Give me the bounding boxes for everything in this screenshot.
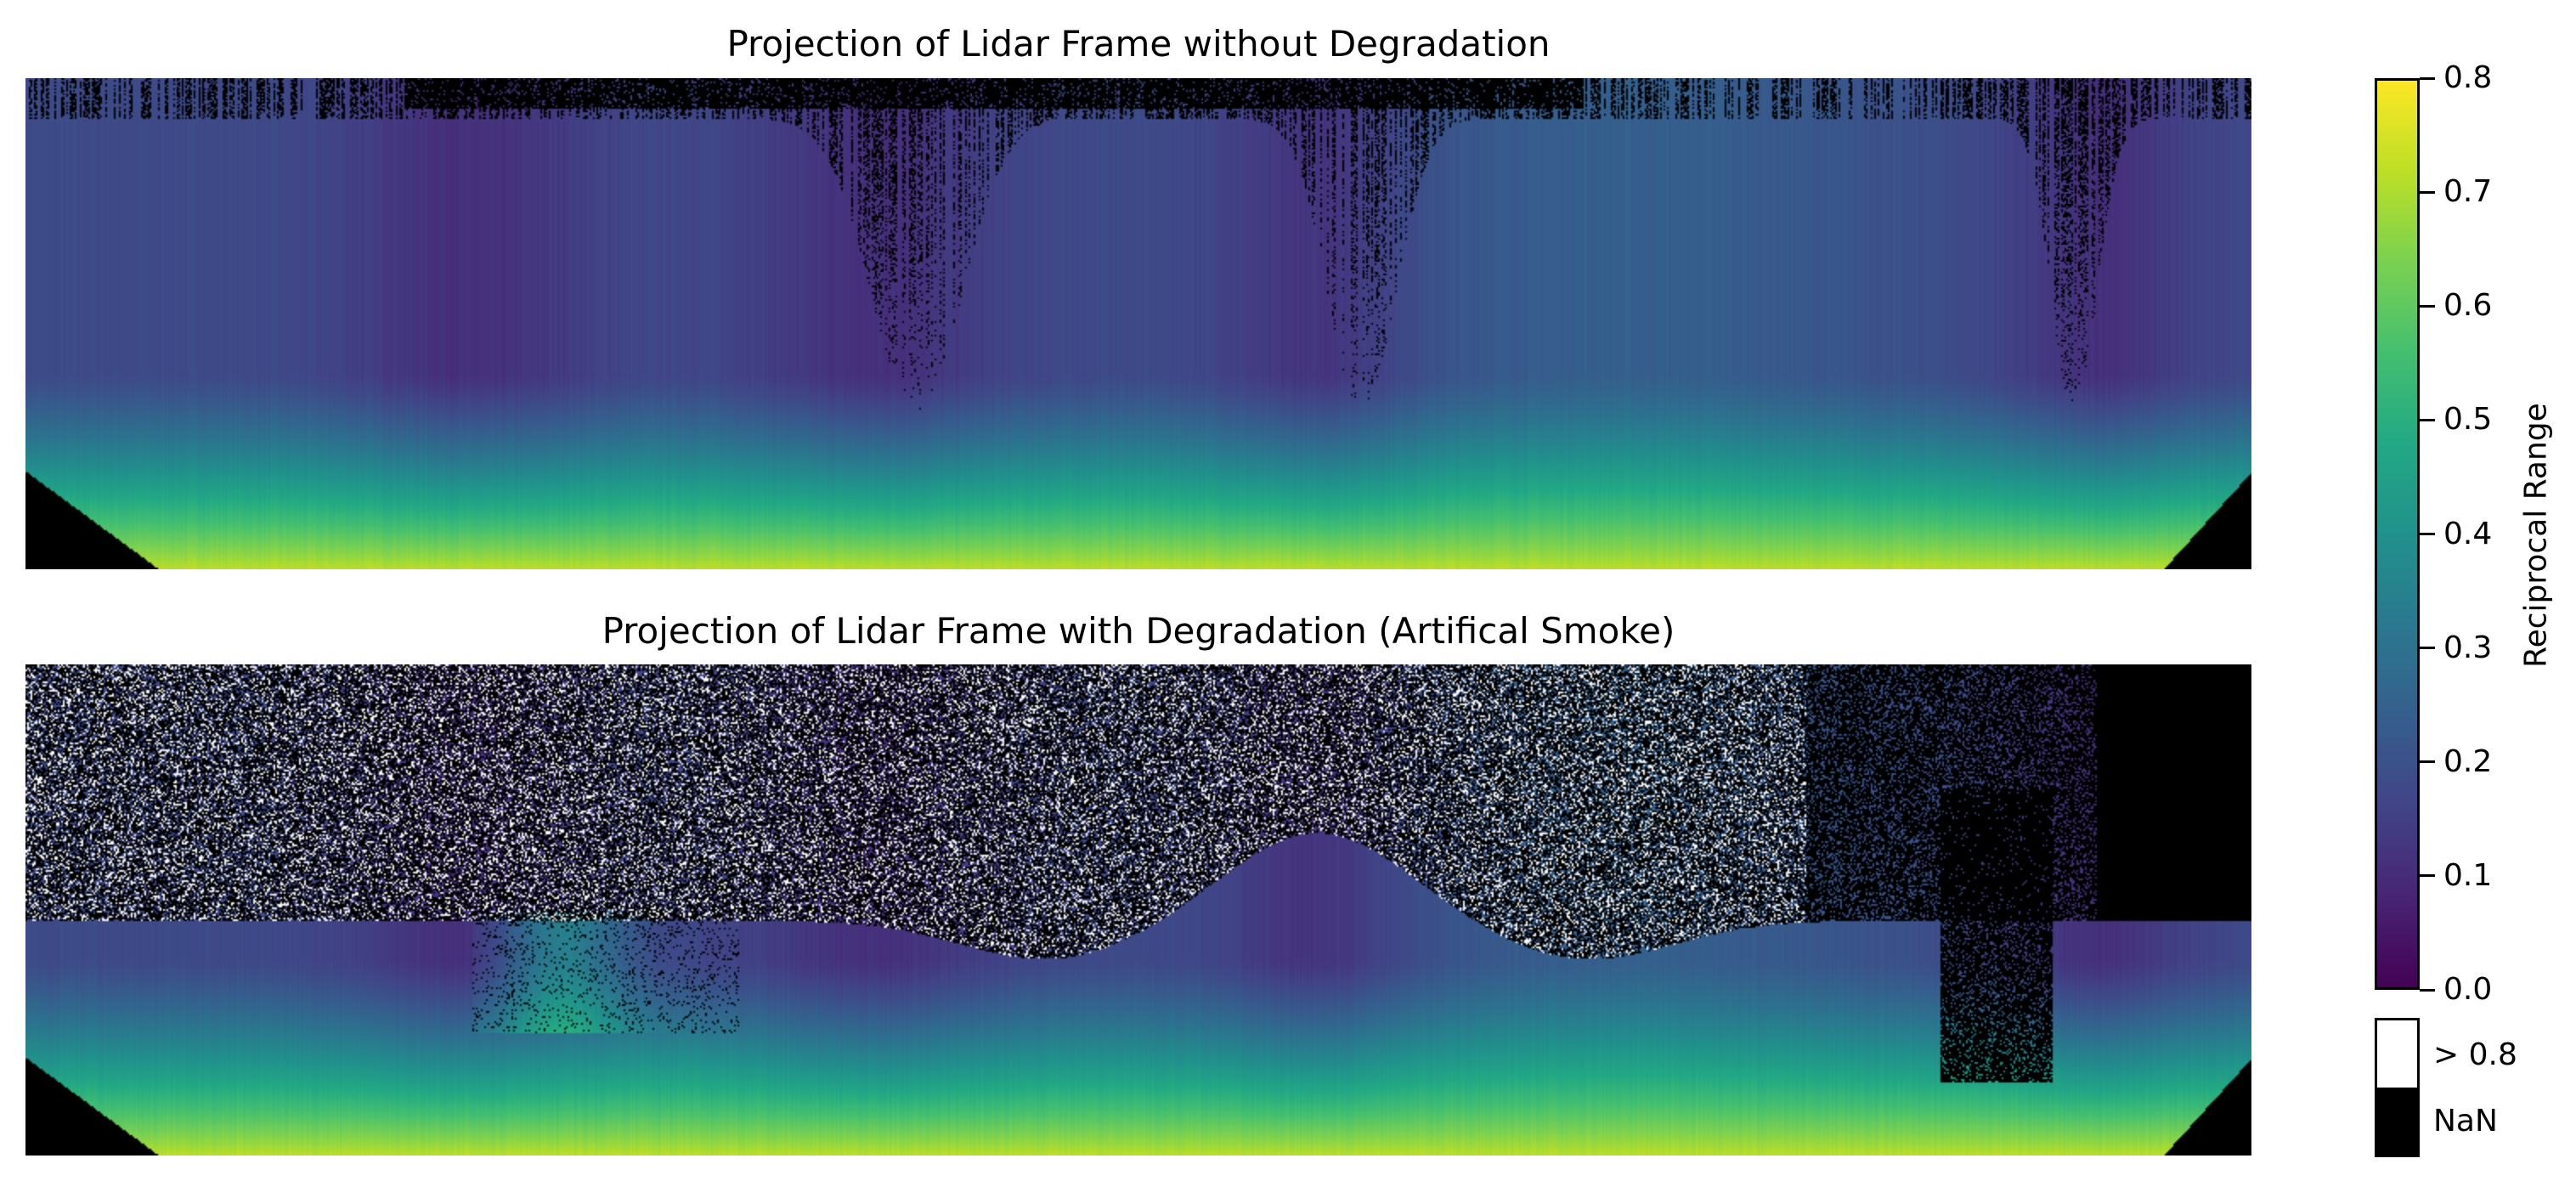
above-range-label: > 0.8 [2433,1037,2517,1072]
colorbar-tick-label: 0.7 [2443,174,2493,210]
colorbar-tick [2420,760,2435,764]
colorbar-tick-label: 0.6 [2443,288,2493,324]
heatmap-with-degradation [25,664,2251,1156]
colorbar-tick [2420,190,2435,194]
colorbar-tick-label: 0.8 [2443,60,2493,95]
colorbar-tick [2420,988,2435,992]
colorbar-tick [2420,418,2435,421]
bottom-panel-title: Projection of Lidar Frame with Degradati… [602,610,1675,652]
colorbar-extension [2375,1018,2420,1157]
colorbar-tick [2420,874,2435,878]
colorbar-label: Reciprocal Range [2518,403,2554,668]
top-panel-title: Projection of Lidar Frame without Degrad… [726,23,1551,65]
colorbar-tick [2420,76,2435,80]
colorbar-tick [2420,647,2435,650]
nan-label: NaN [2433,1104,2498,1139]
colorbar-tick-label: 0.2 [2443,743,2493,779]
colorbar-tick [2420,304,2435,308]
colorbar-tick [2420,533,2435,535]
above-range-swatch [2377,1020,2417,1088]
colorbar-tick-label: 0.1 [2443,857,2493,893]
colorbar-tick-label: 0.3 [2443,630,2493,665]
colorbar [2375,78,2420,990]
colorbar-tick-label: 0.0 [2443,972,2493,1007]
colorbar-tick-label: 0.4 [2443,516,2493,551]
colorbar-tick-label: 0.5 [2443,402,2493,438]
heatmap-without-degradation [25,78,2251,569]
nan-swatch [2377,1088,2417,1155]
